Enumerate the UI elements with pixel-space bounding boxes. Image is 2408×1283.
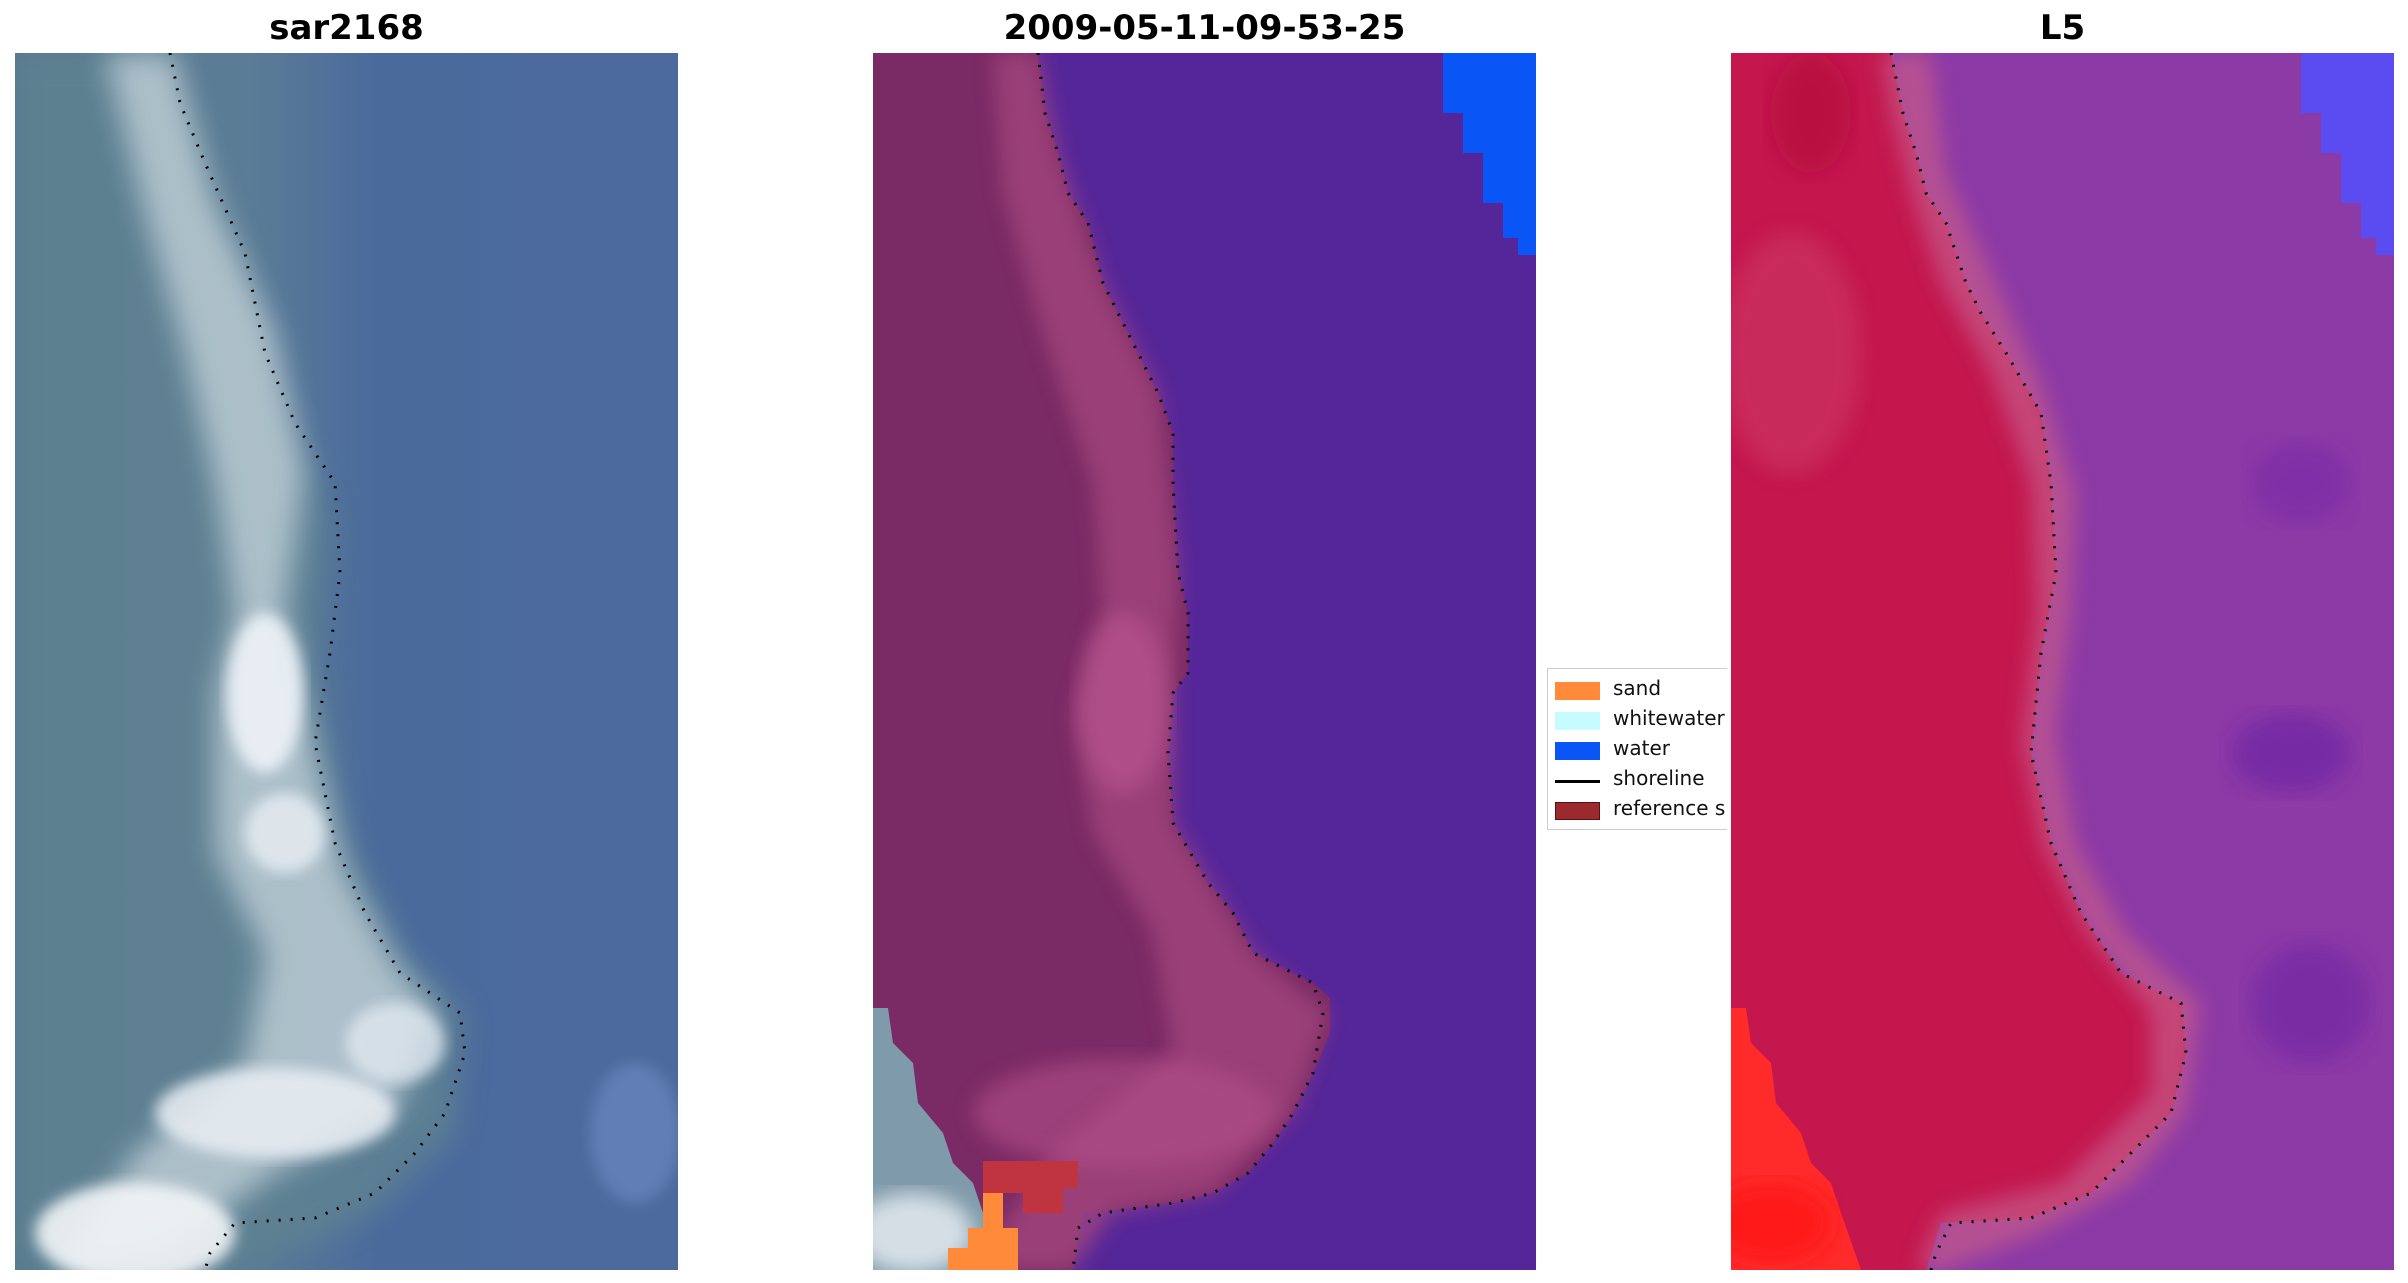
classified-water-patch <box>1443 53 1536 255</box>
legend-label-reference-shoreline: reference shoreline <box>1613 796 1727 820</box>
rgb-water-patch <box>590 1063 678 1203</box>
l5-shoreline <box>1889 53 2188 1270</box>
l5-land-dark-patch <box>1771 53 1851 173</box>
classified-shoreline <box>1036 53 1325 1270</box>
classified-image-panel <box>873 53 1536 1270</box>
legend-swatch-reference-shoreline <box>1555 802 1600 820</box>
legend-swatch-shoreline <box>1555 780 1600 783</box>
rgb-white-patch <box>245 793 325 873</box>
legend-label-shoreline: shoreline <box>1613 766 1705 790</box>
l5-image-panel <box>1731 53 2394 1270</box>
l5-bright-highlight <box>1731 1183 1831 1263</box>
legend-label-sand: sand <box>1613 676 1662 700</box>
l5-ocean-dark-patch <box>2231 713 2351 793</box>
legend-label-water: water <box>1613 736 1670 760</box>
legend-swatch-water <box>1555 742 1600 760</box>
legend: sand whitewater water shoreline referenc… <box>1547 668 1727 830</box>
classified-white-patch <box>873 1193 973 1270</box>
l5-land-fringe <box>1881 53 2201 1270</box>
classified-sand-patch <box>948 1193 1018 1270</box>
rgb-white-patch <box>227 613 303 773</box>
classified-light-patch <box>973 1058 1273 1168</box>
classified-light-patch <box>1078 613 1168 793</box>
l5-ocean-dark-patch <box>2251 443 2351 523</box>
legend-swatch-sand <box>1555 682 1600 700</box>
panel-title-classified: 2009-05-11-09-53-25 <box>1003 8 1406 48</box>
l5-water-patch <box>2301 53 2394 255</box>
panel-title-mndwi: L5 <box>2039 8 2086 48</box>
rgb-shoreline <box>168 53 467 1270</box>
classified-reference-patch <box>983 1161 1078 1213</box>
rgb-white-patch <box>35 1183 235 1270</box>
l5-ocean-dark-patch <box>2251 943 2371 1063</box>
l5-land-light-patch <box>1731 233 1861 473</box>
rgb-image-panel <box>15 53 678 1270</box>
legend-swatch-whitewater <box>1555 712 1600 730</box>
legend-label-whitewater: whitewater <box>1613 706 1725 730</box>
rgb-white-patch <box>155 1068 395 1158</box>
rgb-white-patch <box>345 1003 445 1083</box>
panel-title-rgb: sar2168 <box>269 8 424 48</box>
